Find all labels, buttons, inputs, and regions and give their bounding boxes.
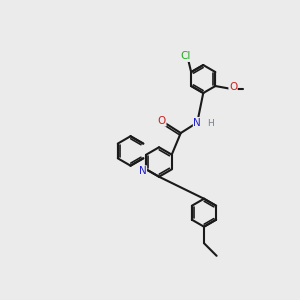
Text: O: O xyxy=(158,116,166,126)
Text: N: N xyxy=(194,118,201,128)
Text: N: N xyxy=(139,166,146,176)
Text: O: O xyxy=(229,82,237,92)
Text: H: H xyxy=(207,118,214,127)
Text: Cl: Cl xyxy=(181,51,191,62)
